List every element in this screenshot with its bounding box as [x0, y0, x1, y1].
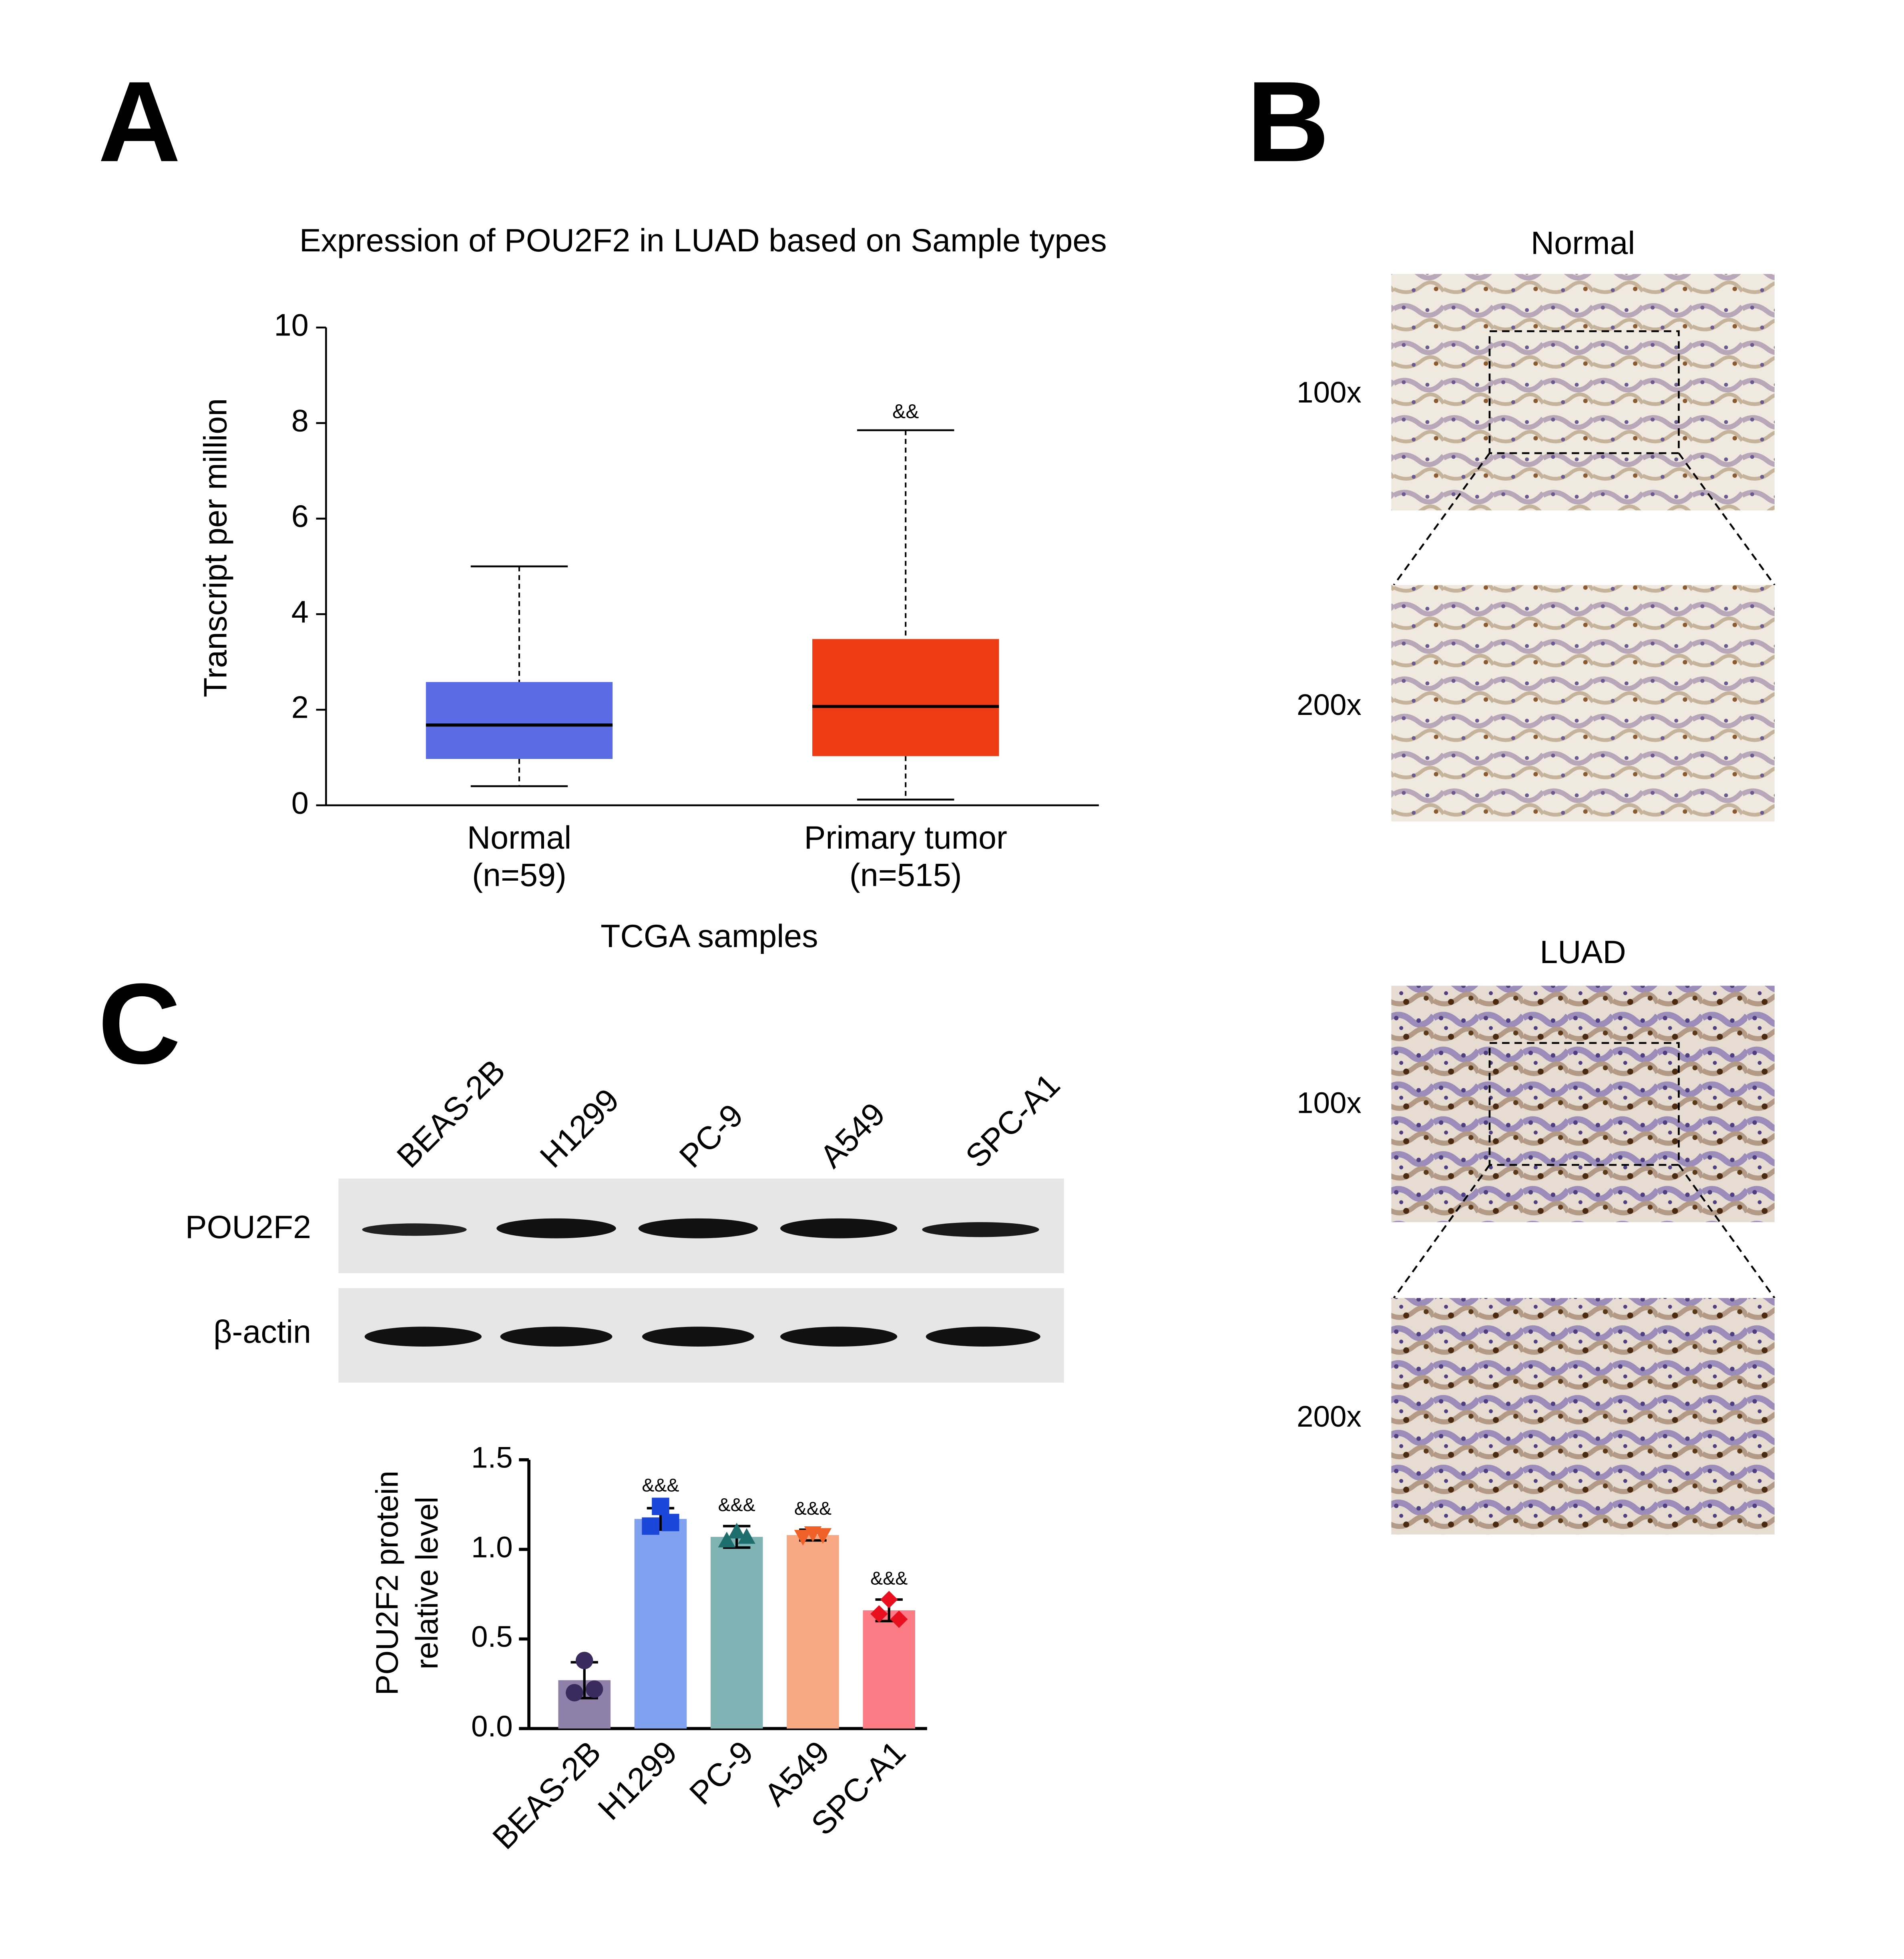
x-tick-label: PC-9: [683, 1734, 760, 1812]
magnification: 100x: [1297, 1086, 1362, 1120]
western-blot: POU2F2 β-actin: [185, 1178, 1064, 1383]
micrograph: [1391, 274, 1775, 511]
y-axis-label: POU2F2 protein: [370, 1471, 404, 1695]
band: [780, 1218, 898, 1238]
lane-label: BEAS-2B: [390, 1053, 512, 1175]
zoom-line: [1393, 452, 1490, 586]
magnification: 200x: [1297, 1399, 1362, 1433]
band: [496, 1218, 616, 1238]
data-point: [662, 1513, 679, 1531]
row-label: β-actin: [213, 1314, 311, 1350]
group-title: Normal: [1531, 225, 1635, 261]
bar: [710, 1537, 763, 1729]
data-point: [575, 1652, 593, 1669]
y-tick-label: 10: [274, 308, 308, 343]
bar: [634, 1519, 687, 1729]
bar: [863, 1610, 915, 1729]
annotation: &&: [892, 400, 919, 422]
panel-label: B: [1247, 58, 1330, 186]
chart-title: Expression of POU2F2 in LUAD based on Sa…: [299, 223, 1107, 259]
data-point: [728, 1523, 745, 1539]
box: [426, 682, 613, 759]
data-point: [652, 1497, 669, 1515]
data-point: [585, 1680, 603, 1698]
y-tick-label: 2: [291, 690, 309, 725]
bar: [787, 1535, 839, 1729]
band: [362, 1223, 467, 1236]
panel-label: C: [98, 959, 181, 1088]
box: [812, 639, 999, 756]
lane-label: SPC-A1: [959, 1067, 1067, 1175]
zoom-box: [1488, 330, 1680, 454]
band: [780, 1327, 898, 1347]
annotation: &&&: [794, 1498, 831, 1519]
annotation: &&&: [642, 1475, 679, 1495]
x-tick-sublabel: (n=515): [850, 857, 962, 893]
y-tick-label: 0: [291, 786, 309, 820]
y-tick-label: 0.5: [471, 1620, 513, 1653]
histology: Normal 100x 200x LUAD 100x 200x: [1297, 225, 1775, 1535]
data-point: [738, 1528, 755, 1544]
x-tick-sublabel: (n=59): [472, 857, 566, 893]
x-axis-label: TCGA samples: [601, 918, 818, 954]
zoom-line: [1393, 1164, 1490, 1299]
lane-label: A549: [813, 1096, 892, 1175]
y-axis-label: relative level: [410, 1497, 444, 1670]
y-tick-label: 8: [291, 403, 309, 438]
group-title: LUAD: [1540, 934, 1626, 970]
data-point: [814, 1528, 832, 1544]
y-tick-label: 6: [291, 499, 309, 534]
lane-label: PC-9: [673, 1097, 750, 1175]
y-tick-label: 4: [291, 595, 309, 629]
data-point: [642, 1517, 659, 1535]
micrograph: [1391, 1298, 1775, 1535]
x-tick-label: Primary tumor: [804, 820, 1007, 856]
micrograph: [1391, 986, 1775, 1222]
band: [500, 1327, 613, 1347]
data-point: [880, 1591, 898, 1608]
magnification: 200x: [1297, 688, 1362, 721]
band: [638, 1218, 758, 1238]
band: [642, 1327, 754, 1347]
row-label: POU2F2: [185, 1209, 311, 1245]
zoom-box: [1488, 1042, 1680, 1166]
annotation: &&&: [718, 1494, 755, 1515]
band: [922, 1222, 1039, 1237]
magnification: 100x: [1297, 375, 1362, 409]
y-axis-label: Transcript per million: [197, 398, 233, 697]
data-point: [566, 1684, 583, 1702]
band: [926, 1327, 1040, 1347]
micrograph: [1391, 585, 1775, 822]
x-tick-label: H1299: [591, 1734, 684, 1827]
panel-label: A: [98, 58, 181, 186]
annotation: &&&: [870, 1568, 908, 1589]
zoom-line: [1678, 452, 1775, 586]
x-tick-label: BEAS-2B: [486, 1734, 608, 1856]
lane-label: H1299: [533, 1082, 626, 1175]
x-tick-label: Normal: [467, 820, 571, 856]
y-tick-label: 1.5: [471, 1441, 513, 1474]
data-point: [794, 1529, 812, 1546]
zoom-line: [1678, 1164, 1775, 1299]
data-point: [718, 1531, 736, 1548]
band: [364, 1327, 482, 1347]
y-tick-label: 0.0: [471, 1709, 513, 1743]
y-tick-label: 1.0: [471, 1530, 513, 1564]
